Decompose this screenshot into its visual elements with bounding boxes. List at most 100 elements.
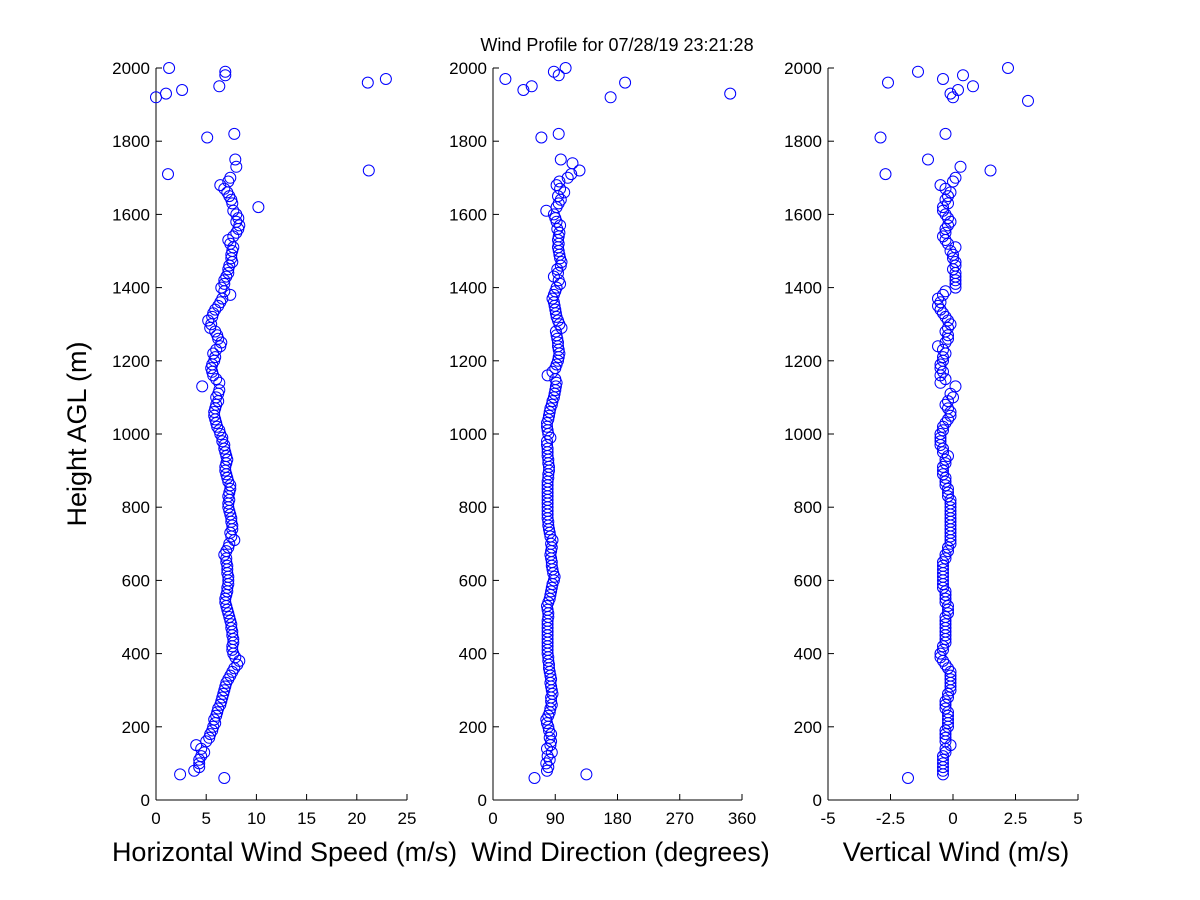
data-point — [224, 171, 237, 184]
data-point — [937, 73, 949, 85]
data-point — [937, 230, 949, 243]
data-point — [545, 728, 558, 741]
x-tick-label: 0 — [488, 809, 497, 828]
data-point — [942, 219, 954, 232]
data-point — [540, 757, 553, 770]
data-point — [545, 585, 558, 598]
data-point — [580, 768, 593, 781]
data-point — [196, 380, 209, 393]
y-tick-label: 1000 — [784, 425, 822, 444]
data-point — [947, 175, 959, 188]
data-point — [937, 640, 949, 653]
data-point — [937, 468, 949, 481]
data-point — [944, 409, 957, 422]
data-point — [552, 267, 564, 279]
data-point — [1022, 94, 1034, 107]
data-point — [228, 127, 241, 140]
data-point — [939, 208, 952, 221]
data-point — [545, 581, 558, 594]
x-axis-label: Wind Direction (degrees) — [471, 837, 770, 867]
data-point — [163, 62, 176, 74]
data-point — [547, 270, 560, 283]
data-point — [224, 482, 237, 495]
data-point — [939, 618, 952, 631]
data-point — [176, 84, 189, 96]
data-point — [942, 482, 954, 495]
data-point — [214, 179, 227, 192]
panel-wind-direction: 0 200 400 600 800 1000 1200 1400 1600 1800 2000 0 90… — [449, 59, 770, 867]
data-point — [215, 336, 228, 349]
data-point — [944, 669, 957, 682]
data-point — [957, 69, 969, 82]
y-tick-label: 1800 — [112, 132, 150, 151]
data-point — [554, 153, 567, 166]
y-tick-label: 1800 — [449, 132, 487, 151]
data-point — [230, 160, 243, 173]
data-point — [222, 267, 235, 279]
data-point — [939, 471, 952, 484]
data-point — [543, 409, 555, 422]
y-tick-label: 1800 — [784, 132, 822, 151]
y-tick-label: 2000 — [784, 59, 822, 78]
data-point — [939, 585, 952, 598]
data-point — [942, 545, 954, 558]
data-point — [949, 274, 962, 287]
data-point — [229, 153, 242, 166]
data-point — [573, 164, 586, 177]
data-point — [937, 750, 949, 763]
data-point — [559, 62, 572, 74]
data-point — [549, 303, 562, 316]
data-point — [535, 131, 548, 144]
x-axis-label: Horizontal Wind Speed (m/s) — [112, 837, 457, 867]
x-tick-label: 5 — [201, 809, 210, 828]
data-point — [213, 80, 226, 93]
data-point — [361, 76, 374, 89]
data-point — [952, 84, 964, 96]
data-point — [558, 186, 571, 199]
y-tick-label: 600 — [122, 571, 150, 590]
panel-horizontal-wind-speed: 0 200 400 600 800 1000 1200 1400 1600 1800 2000 0 5 1… — [112, 59, 457, 867]
data-point — [939, 592, 952, 605]
y-tick-label: 600 — [459, 571, 487, 590]
data-point — [942, 197, 954, 210]
data-point — [566, 157, 579, 170]
data-point — [934, 296, 947, 309]
data-point — [939, 127, 952, 140]
data-point — [937, 424, 949, 437]
x-axis-label: Vertical Wind (m/s) — [843, 837, 1070, 867]
data-point — [942, 687, 954, 700]
data-point — [939, 457, 952, 470]
x-tick-label: -5 — [820, 809, 835, 828]
data-point — [233, 654, 246, 667]
data-point — [937, 288, 949, 301]
data-point — [954, 160, 967, 173]
x-tick-label: 0 — [948, 809, 957, 828]
data-point — [939, 453, 952, 466]
data-point — [932, 299, 944, 312]
y-tick-label: 1400 — [449, 279, 487, 298]
y-tick-label: 1400 — [784, 279, 822, 298]
data-point — [216, 435, 229, 448]
data-point — [215, 281, 228, 294]
data-point — [934, 647, 947, 660]
x-tick-label: 0 — [151, 809, 160, 828]
data-point — [937, 446, 949, 459]
data-point — [213, 384, 226, 397]
y-tick-label: 0 — [141, 791, 150, 810]
data-point — [195, 750, 208, 763]
data-point — [984, 164, 997, 177]
y-tick-label: 400 — [459, 645, 487, 664]
data-point — [224, 288, 237, 301]
y-tick-label: 1000 — [112, 425, 150, 444]
data-point — [937, 757, 949, 770]
y-tick-label: 1600 — [112, 205, 150, 224]
x-tick-label: 15 — [297, 809, 316, 828]
data-point — [939, 611, 952, 623]
y-tick-label: 2000 — [449, 59, 487, 78]
data-point — [944, 87, 957, 100]
data-point — [879, 168, 892, 181]
data-point — [912, 65, 924, 78]
data-point — [947, 252, 959, 265]
data-point — [174, 768, 187, 781]
data-point — [934, 435, 947, 448]
